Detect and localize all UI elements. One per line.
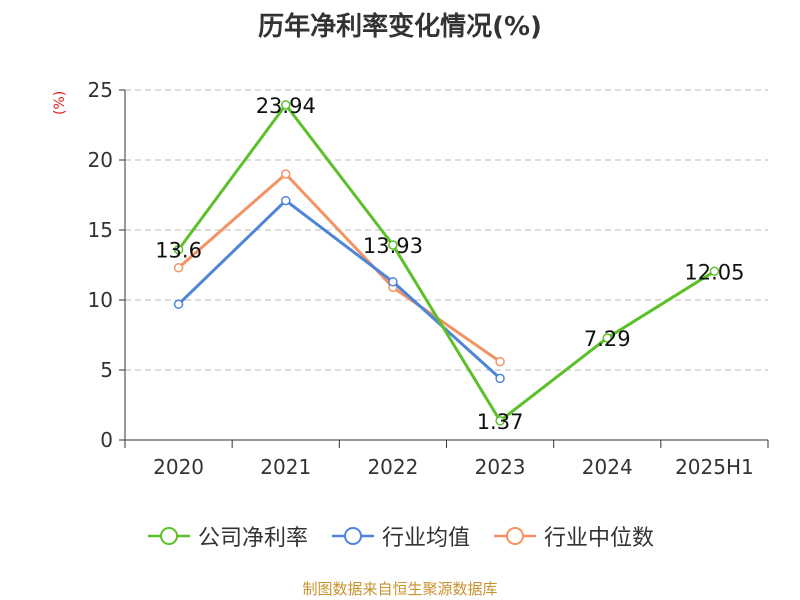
data-point [281,169,291,179]
x-tick-label: 2024 [582,455,633,479]
data-point [388,240,398,250]
legend: 公司净利率 行业均值 行业中位数 [0,520,800,552]
data-label: 7.29 [584,327,631,351]
x-tick-label: 2020 [153,455,204,479]
data-label: 13.93 [363,234,423,258]
y-tick-label: 5 [100,358,113,382]
legend-marker-icon [147,527,190,545]
data-label: 1.37 [477,410,524,434]
data-point [495,356,505,367]
data-label: 13.6 [155,239,202,263]
legend-marker-icon [331,527,374,545]
data-point [602,333,612,343]
series-line [177,172,501,363]
data-point [709,266,720,277]
x-tick-label: 2022 [367,455,418,479]
data-point [173,244,184,255]
data-label: 23.94 [256,94,316,118]
y-tick-label: 20 [88,148,113,172]
x-tick-label: 2025H1 [675,455,754,479]
data-point [388,277,398,287]
data-point [281,100,291,110]
legend-label: 公司净利率 [197,526,308,551]
data-point [173,263,184,273]
chart-title: 历年净利率变化情况(%) [258,12,542,42]
legend-label: 行业中位数 [544,526,655,551]
x-tick-label: 2023 [475,455,526,479]
source-note: 制图数据来自恒生聚源数据库 [302,580,498,598]
legend-marker-icon [494,527,536,545]
data-point [495,373,505,384]
y-tick-label: 25 [88,78,113,102]
data-label: 12.05 [684,260,744,284]
legend-item[interactable]: 行业中位数 [492,520,654,552]
y-tick-label: 15 [88,218,113,242]
data-point [173,299,184,309]
series-line [177,103,716,423]
y-tick-label: 10 [88,288,113,312]
legend-label: 行业均值 [381,526,470,551]
x-tick-label: 2021 [260,455,311,479]
legend-item[interactable]: 行业均值 [330,520,470,552]
legend-item[interactable]: 公司净利率 [146,520,308,552]
data-point [495,416,505,426]
data-point [281,195,291,206]
y-tick-label: 0 [100,428,113,452]
